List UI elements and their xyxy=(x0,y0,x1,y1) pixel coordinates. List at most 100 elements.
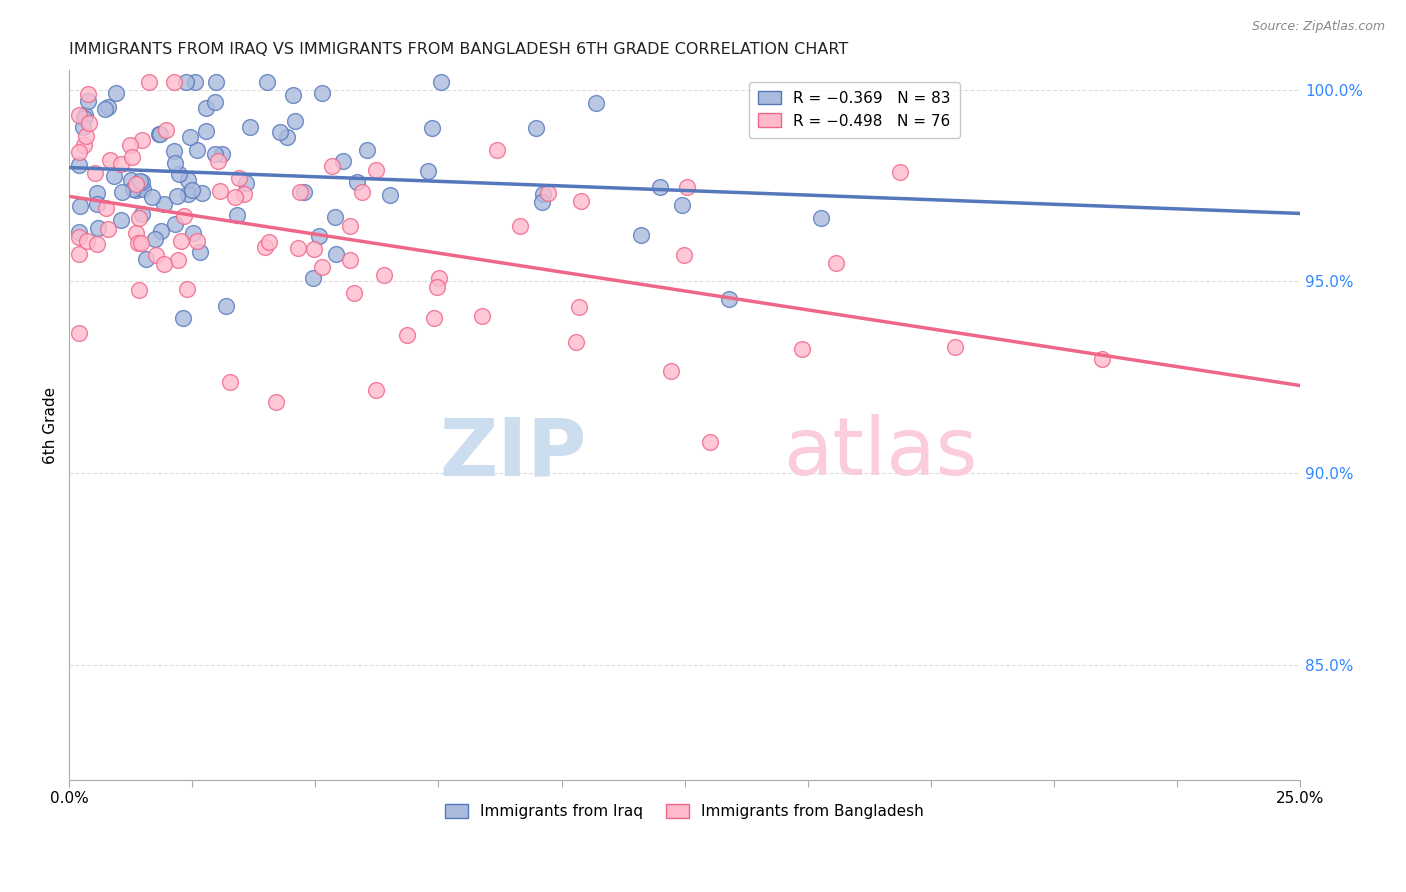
Point xyxy=(111,186,134,200)
Point xyxy=(253,240,276,254)
Point xyxy=(176,282,198,296)
Point xyxy=(259,235,281,250)
Point xyxy=(125,177,148,191)
Point xyxy=(163,217,186,231)
Point xyxy=(648,180,671,194)
Point xyxy=(174,75,197,89)
Point xyxy=(219,376,242,390)
Point xyxy=(568,300,591,314)
Point xyxy=(87,221,110,235)
Point xyxy=(211,147,233,161)
Point xyxy=(1091,351,1114,366)
Point xyxy=(292,185,315,199)
Point xyxy=(373,268,395,282)
Point xyxy=(302,242,325,256)
Point xyxy=(67,326,90,341)
Point xyxy=(531,187,554,202)
Point xyxy=(153,257,176,271)
Point xyxy=(128,211,150,225)
Point xyxy=(67,108,90,122)
Point xyxy=(311,86,333,100)
Point xyxy=(824,256,846,270)
Point xyxy=(128,174,150,188)
Point xyxy=(179,130,201,145)
Point xyxy=(73,137,96,152)
Point xyxy=(131,133,153,147)
Point xyxy=(97,221,120,235)
Point xyxy=(188,245,211,260)
Point xyxy=(110,213,132,227)
Point xyxy=(585,95,607,110)
Point xyxy=(225,208,247,222)
Point xyxy=(343,285,366,300)
Point xyxy=(166,189,188,203)
Y-axis label: 6th Grade: 6th Grade xyxy=(44,386,58,464)
Point xyxy=(163,144,186,158)
Point xyxy=(204,75,226,89)
Point xyxy=(659,364,682,378)
Point xyxy=(195,101,218,115)
Legend: Immigrants from Iraq, Immigrants from Bangladesh: Immigrants from Iraq, Immigrants from Ba… xyxy=(439,797,931,825)
Point xyxy=(422,311,444,326)
Point xyxy=(118,138,141,153)
Point xyxy=(311,260,333,274)
Point xyxy=(97,99,120,113)
Point xyxy=(429,270,451,285)
Point xyxy=(94,201,117,215)
Point xyxy=(321,159,343,173)
Point xyxy=(208,184,231,198)
Point xyxy=(77,116,100,130)
Point xyxy=(537,186,560,201)
Point xyxy=(378,187,401,202)
Point xyxy=(364,162,387,177)
Point xyxy=(127,236,149,251)
Point xyxy=(287,241,309,255)
Point xyxy=(172,310,194,325)
Point xyxy=(429,75,451,89)
Point xyxy=(671,198,693,212)
Point xyxy=(191,186,214,200)
Point xyxy=(396,328,419,343)
Point xyxy=(524,120,547,135)
Point xyxy=(266,394,288,409)
Point xyxy=(143,232,166,246)
Point xyxy=(170,234,193,248)
Point xyxy=(163,75,186,89)
Point xyxy=(792,343,814,357)
Point xyxy=(471,309,494,323)
Point xyxy=(76,87,98,102)
Point xyxy=(284,113,307,128)
Point xyxy=(152,197,174,211)
Point xyxy=(204,147,226,161)
Point xyxy=(426,280,449,294)
Point xyxy=(67,145,90,159)
Point xyxy=(673,248,696,262)
Point xyxy=(325,247,347,261)
Point xyxy=(943,340,966,354)
Point xyxy=(186,234,208,248)
Point xyxy=(486,143,509,157)
Point xyxy=(301,270,323,285)
Point xyxy=(135,252,157,266)
Point xyxy=(67,157,90,171)
Text: atlas: atlas xyxy=(783,415,977,492)
Point xyxy=(215,299,238,313)
Point xyxy=(163,156,186,170)
Point xyxy=(569,194,592,208)
Point xyxy=(228,170,250,185)
Point xyxy=(332,154,354,169)
Point xyxy=(235,176,257,190)
Point xyxy=(194,124,217,138)
Point xyxy=(630,228,652,243)
Point xyxy=(110,157,132,171)
Point xyxy=(177,186,200,201)
Text: ZIP: ZIP xyxy=(439,415,586,492)
Point xyxy=(290,186,312,200)
Point xyxy=(364,383,387,397)
Point xyxy=(86,186,108,200)
Point xyxy=(67,225,90,239)
Point xyxy=(145,247,167,261)
Point xyxy=(132,182,155,196)
Point xyxy=(416,163,439,178)
Point xyxy=(256,75,278,89)
